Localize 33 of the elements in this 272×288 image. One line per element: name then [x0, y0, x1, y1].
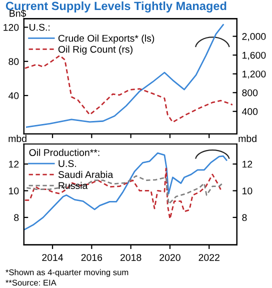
x-tick-label: 2014 — [42, 254, 64, 261]
legend-label: Saudi Arabia — [58, 170, 114, 178]
legend-title: U.S.: — [30, 24, 50, 31]
legend-label: Oil Rig Count (rs) — [58, 46, 132, 55]
legend-label: U.S. — [58, 160, 76, 168]
y-tick-label: 80 — [8, 58, 19, 66]
y2-tick-label: 1,200 — [242, 70, 266, 79]
y2-tick-label: 12 — [242, 160, 252, 168]
x-tick-label: 2020 — [160, 254, 180, 261]
y-tick-label: 12 — [9, 160, 19, 168]
line-series — [24, 168, 222, 220]
y-tick-label: 10 — [9, 187, 19, 194]
y2-tick-label: 800 — [242, 89, 258, 96]
y2-tick-label: 10 — [242, 187, 252, 194]
legend-label: Crude Oil Exports* (ls) — [58, 34, 154, 44]
x-tick-label: 2016 — [81, 254, 102, 261]
y-axis-title: mbd — [8, 134, 26, 142]
text: *Shown as 4-quarter moving sum — [6, 269, 128, 277]
y2-tick-label: 2,000 — [242, 33, 266, 42]
y2-axis-title: mbd — [238, 134, 256, 142]
y2-tick-label: 400 — [242, 108, 258, 116]
y2-tick-label: 8 — [242, 214, 247, 222]
legend-title: Oil Production**: — [29, 148, 100, 156]
line-series — [24, 54, 234, 123]
x-tick-label: 2022 — [198, 254, 220, 261]
text: **Source: EIA — [6, 280, 56, 286]
y2-tick-label: 1,600 — [242, 52, 266, 60]
y-tick-label: 8 — [14, 214, 19, 222]
line-series — [26, 24, 224, 128]
x-tick-label: 2018 — [120, 254, 142, 261]
y-tick-label: 40 — [8, 92, 19, 100]
y-tick-label: 120 — [4, 24, 19, 31]
y-axis-title: Bn$ — [10, 10, 26, 18]
